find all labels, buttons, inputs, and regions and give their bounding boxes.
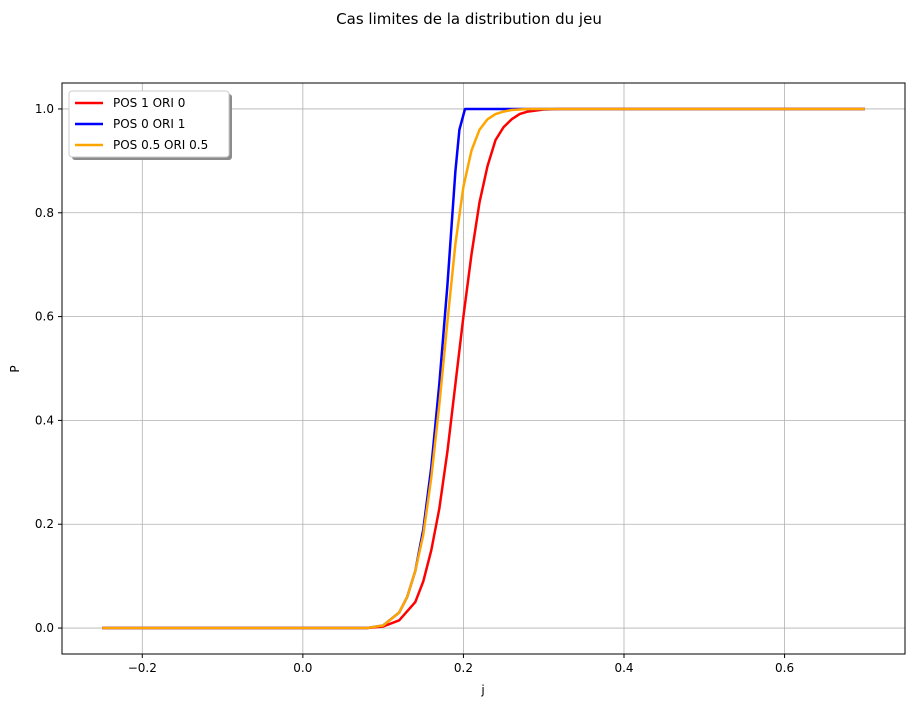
- y-tick-label: 0.0: [35, 621, 54, 635]
- axis-ticks: −0.2 0.0 0.2 0.4 0.6 0.0 0.2 0.4 0.6 0.8 1.0: [35, 102, 794, 675]
- legend-box: [68, 90, 230, 158]
- legend-label: POS 0.5 ORI 0.5: [113, 138, 208, 152]
- y-tick-label: 0.2: [35, 517, 54, 531]
- chart-title: Cas limites de la distribution du jeu: [336, 10, 602, 28]
- y-tick-label: 0.8: [35, 206, 54, 220]
- plot-frame: [61, 82, 906, 655]
- x-tick-label: 0.2: [454, 661, 473, 675]
- x-axis-label: j: [480, 683, 484, 697]
- x-tick-label: −0.2: [128, 661, 157, 675]
- y-tick-label: 1.0: [35, 102, 54, 116]
- legend-label: POS 0 ORI 1: [113, 117, 185, 131]
- legend-label: POS 1 ORI 0: [113, 96, 185, 110]
- series-line-2: [102, 107, 865, 630]
- series-lines: [102, 107, 865, 630]
- y-tick-label: 0.6: [35, 310, 54, 324]
- x-tick-label: 0.6: [775, 661, 794, 675]
- x-tick-label: 0.0: [293, 661, 312, 675]
- y-tick-label: 0.4: [35, 413, 54, 427]
- legend: POS 1 ORI 0 POS 0 ORI 1 POS 0.5 ORI 0.5: [68, 90, 232, 160]
- x-tick-label: 0.4: [614, 661, 633, 675]
- y-axis-label: P: [8, 365, 22, 372]
